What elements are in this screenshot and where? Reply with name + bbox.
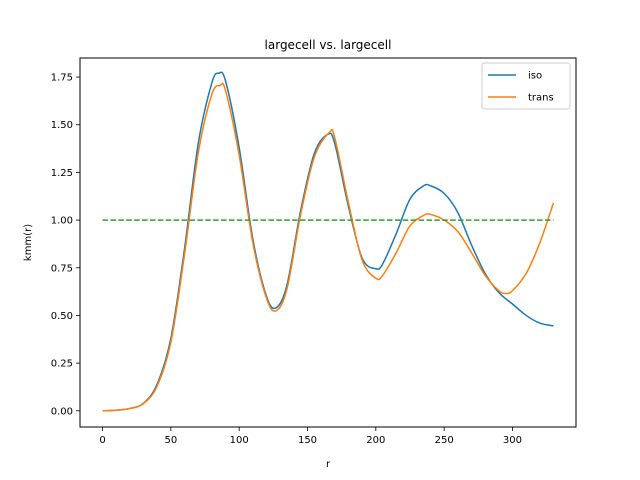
x-tick-label: 100 — [230, 435, 249, 446]
x-tick-label: 200 — [366, 435, 385, 446]
y-tick-label: 1.50 — [51, 120, 73, 131]
legend-label-trans: trans — [528, 93, 554, 104]
y-tick-label: 0.25 — [51, 359, 73, 370]
y-tick-label: 1.00 — [51, 216, 73, 227]
y-tick-label: 0.75 — [51, 263, 73, 274]
x-tick-label: 250 — [435, 435, 454, 446]
y-tick-label: 0.00 — [51, 406, 73, 417]
y-tick-label: 1.75 — [51, 73, 73, 84]
x-axis-label: r — [326, 459, 331, 470]
x-tick-label: 150 — [298, 435, 317, 446]
x-tick-label: 0 — [99, 435, 105, 446]
series-iso-line — [102, 71, 554, 412]
y-tick-label: 1.25 — [51, 168, 73, 179]
y-tick-label: 0.50 — [51, 311, 73, 322]
axis-ticks: 0 50 100 150 200 250 300 0.00 0.25 0.50 0.75 1.00 1.… — [51, 73, 522, 446]
legend: iso trans — [481, 62, 571, 110]
series-layer — [102, 71, 555, 412]
chart-title: largecell vs. largecell — [265, 38, 392, 52]
legend-box — [481, 62, 571, 110]
series-trans-line — [102, 82, 555, 412]
plot-frame — [79, 57, 577, 428]
legend-label-iso: iso — [528, 71, 542, 82]
y-axis-label: kmm(r) — [23, 224, 34, 261]
x-tick-label: 50 — [164, 435, 177, 446]
x-tick-label: 300 — [503, 435, 522, 446]
